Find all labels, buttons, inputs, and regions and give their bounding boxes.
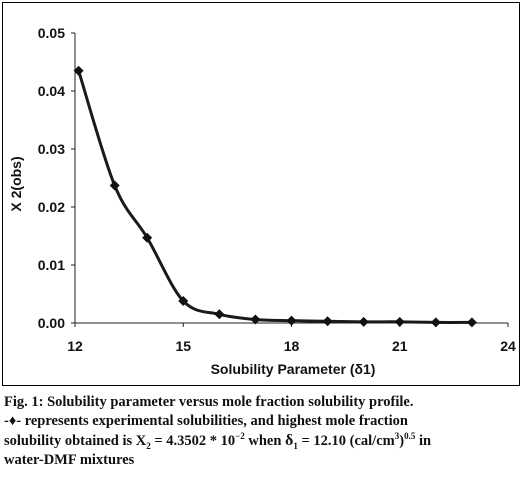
caption-text: in [415, 433, 432, 449]
y-tick-label: 0.05 [38, 25, 65, 41]
caption-line-2: -♦- represents experimental solubilities… [4, 412, 520, 431]
axes [74, 33, 508, 324]
data-point [430, 317, 441, 328]
x-axis-label: Solubility Parameter (δ1) [211, 361, 376, 377]
x-tick-label: 12 [67, 338, 83, 354]
figure-caption: Fig. 1: Solubility parameter versus mole… [4, 393, 520, 470]
data-point [214, 309, 225, 320]
chart-frame: 0.00 0.01 0.02 0.03 0.04 0.05 12 15 18 21 24 Solub… [2, 2, 520, 386]
caption-line-3: solubility obtained is X2 = 4.3502 * 10−… [4, 431, 520, 451]
y-tick-label: 0.04 [38, 83, 65, 99]
series-line [77, 70, 472, 324]
x-tick-label: 21 [392, 338, 408, 354]
x-tick-label: 18 [284, 338, 300, 354]
caption-text: solubility obtained is X [4, 433, 147, 449]
ticks: 0.00 0.01 0.02 0.03 0.04 0.05 12 15 18 21 24 [38, 25, 516, 354]
y-tick-label: 0.02 [38, 199, 65, 215]
y-axis-label: X 2(obs) [8, 156, 24, 211]
x-tick-label: 24 [500, 338, 516, 354]
data-point [358, 316, 369, 327]
caption-superscript: −2 [235, 431, 245, 442]
data-point [286, 315, 297, 326]
caption-line-1: Fig. 1: Solubility parameter versus mole… [4, 394, 414, 410]
data-point [250, 314, 261, 325]
data-point [466, 317, 477, 328]
caption-text: when [244, 433, 286, 449]
data-point [322, 316, 333, 327]
solubility-chart: 0.00 0.01 0.02 0.03 0.04 0.05 12 15 18 21 24 Solub… [8, 25, 516, 377]
y-tick-label: 0.03 [38, 141, 65, 157]
data-point [73, 65, 84, 76]
y-tick-label: 0.00 [38, 315, 65, 331]
caption-superscript: 3 [394, 431, 400, 442]
x-tick-label: 15 [175, 338, 191, 354]
caption-subscript: 2 [146, 440, 151, 451]
data-markers [73, 65, 477, 328]
data-point [142, 232, 153, 243]
caption-text: ) [399, 433, 405, 449]
caption-text: = 4.3502 * 10 [150, 433, 236, 449]
caption-line-4: water-DMF mixtures [4, 452, 135, 468]
data-point [178, 295, 189, 306]
caption-superscript: 0.5 [404, 431, 416, 442]
caption-line-2-text: represents experimental solubilities, an… [21, 413, 408, 429]
caption-text: = 12.10 (cal/cm [297, 433, 395, 449]
y-tick-label: 0.01 [38, 257, 65, 273]
data-point [394, 316, 405, 327]
caption-delta-symbol: δ [285, 432, 294, 449]
caption-subscript: 1 [293, 440, 298, 451]
legend-marker-symbol: -♦- [4, 413, 22, 429]
data-point [109, 180, 120, 191]
